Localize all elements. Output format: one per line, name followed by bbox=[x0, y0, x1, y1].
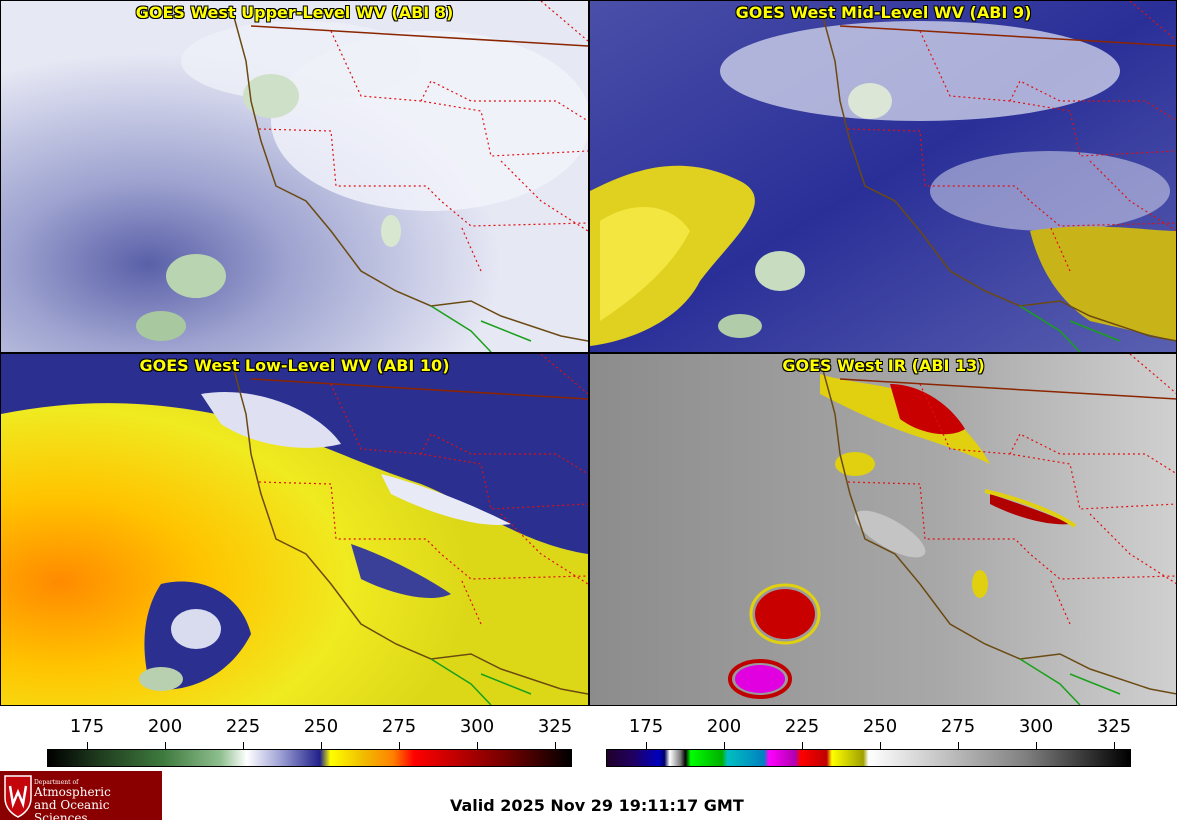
colorbar-ticks: 175 200 225 250 275 300 325 bbox=[47, 712, 572, 742]
upper-level-wv-panel: GOES West Upper-Level WV (ABI 8) bbox=[1, 1, 588, 352]
panel-title: GOES West IR (ABI 13) bbox=[782, 356, 985, 375]
colorbar-tick-mark bbox=[555, 742, 556, 750]
colorbar-tick-label: 200 bbox=[706, 716, 742, 737]
valid-time: Valid 2025 Nov 29 19:11:17 GMT bbox=[450, 796, 744, 815]
colorbar-tick-mark bbox=[880, 742, 881, 750]
colorbar-tick-label: 275 bbox=[940, 716, 976, 737]
colorbar-tick-mark bbox=[958, 742, 959, 750]
colorbar-tick-label: 325 bbox=[537, 716, 573, 737]
colorbar-gradient bbox=[606, 749, 1131, 767]
colorbar-tick-label: 275 bbox=[381, 716, 417, 737]
colorbar-tick-mark bbox=[1114, 742, 1115, 750]
logo-line-2: and Oceanic Sciences bbox=[34, 798, 110, 825]
colorbar-tick-label: 225 bbox=[225, 716, 261, 737]
colorbar-tick-label: 250 bbox=[862, 716, 898, 737]
low-level-wv-image bbox=[1, 354, 588, 705]
colorbar-tick-label: 200 bbox=[147, 716, 183, 737]
mid-level-wv-panel: GOES West Mid-Level WV (ABI 9) bbox=[590, 1, 1177, 352]
panel-title: GOES West Upper-Level WV (ABI 8) bbox=[135, 3, 454, 22]
panel-divider-horizontal bbox=[0, 352, 1177, 354]
colorbar-tick-label: 325 bbox=[1096, 716, 1132, 737]
colorbar-tick-mark bbox=[87, 742, 88, 750]
low-level-wv-panel: GOES West Low-Level WV (ABI 10) bbox=[1, 354, 588, 705]
colorbar-tick-mark bbox=[243, 742, 244, 750]
wv-colorbar: 175 200 225 250 275 300 325 bbox=[47, 712, 572, 770]
colorbar-tick-label: 175 bbox=[628, 716, 664, 737]
ir-panel: GOES West IR (ABI 13) bbox=[590, 354, 1177, 705]
ir-image bbox=[590, 354, 1177, 705]
panel-title: GOES West Mid-Level WV (ABI 9) bbox=[735, 3, 1032, 22]
colorbar-tick-label: 225 bbox=[784, 716, 820, 737]
colorbar-tick-mark bbox=[165, 742, 166, 750]
colorbar-tick-label: 300 bbox=[1018, 716, 1054, 737]
colorbar-tick-label: 300 bbox=[459, 716, 495, 737]
upper-level-wv-image bbox=[1, 1, 588, 352]
mid-level-wv-image bbox=[590, 1, 1177, 352]
uw-crest-icon bbox=[4, 775, 32, 818]
colorbar-gradient bbox=[47, 749, 572, 767]
colorbar-tick-mark bbox=[321, 742, 322, 750]
colorbar-tick-mark bbox=[477, 742, 478, 750]
logo-text: Department of Atmospheric and Oceanic Sc… bbox=[34, 779, 162, 825]
colorbar-tick-label: 250 bbox=[303, 716, 339, 737]
ir-colorbar: 175 200 225 250 275 300 325 bbox=[606, 712, 1131, 770]
colorbar-tick-mark bbox=[724, 742, 725, 750]
colorbar-tick-mark bbox=[399, 742, 400, 750]
colorbar-tick-mark bbox=[802, 742, 803, 750]
colorbar-tick-label: 175 bbox=[69, 716, 105, 737]
logo-line-1: Atmospheric bbox=[34, 785, 111, 799]
logo-department: Department of bbox=[34, 779, 79, 786]
uw-aos-logo: Department of Atmospheric and Oceanic Sc… bbox=[0, 771, 162, 825]
colorbar-tick-mark bbox=[1036, 742, 1037, 750]
panel-title: GOES West Low-Level WV (ABI 10) bbox=[139, 356, 450, 375]
colorbar-tick-mark bbox=[646, 742, 647, 750]
colorbar-ticks: 175 200 225 250 275 300 325 bbox=[606, 712, 1131, 742]
